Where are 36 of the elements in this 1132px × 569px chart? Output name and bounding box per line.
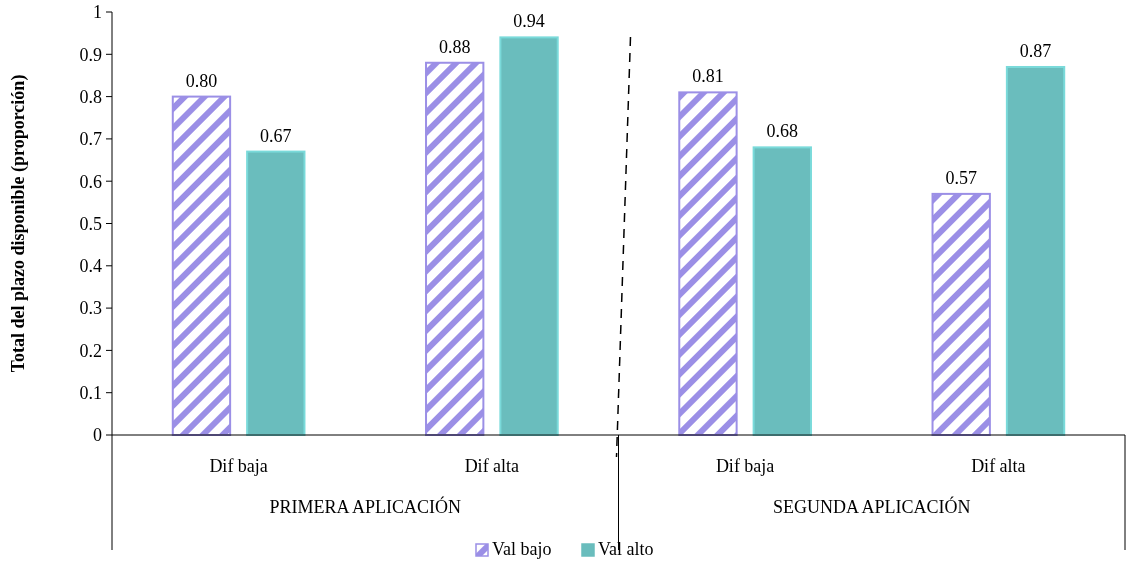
data-label: 0.87	[1019, 40, 1052, 61]
bar	[499, 36, 559, 436]
y-tick-label: 1	[93, 2, 102, 23]
data-label: 0.81	[692, 66, 724, 87]
x-tick-label: Dif baja	[715, 456, 775, 476]
data-label: 0.68	[766, 121, 799, 142]
legend-label: Val alto	[598, 539, 654, 559]
x-tick-label: Dif alta	[464, 456, 520, 476]
bar	[246, 150, 306, 436]
y-tick-label: 0.6	[79, 171, 102, 192]
bar	[678, 91, 738, 436]
bar	[1005, 65, 1066, 436]
data-label: 0.94	[513, 11, 545, 32]
bar	[752, 146, 812, 436]
y-tick-label: 0.9	[79, 44, 102, 65]
y-tick-label: 0.5	[79, 213, 102, 234]
text: SEGUNDA APLICACIÓN	[772, 496, 971, 517]
y-tick-label: 0.4	[79, 256, 102, 277]
data-label: 0.88	[438, 36, 471, 57]
x-tick-label: Dif alta	[971, 456, 1026, 476]
bar	[425, 61, 485, 436]
bar	[171, 95, 232, 436]
y-tick-label: 0.2	[79, 340, 102, 361]
y-tick-label: 0.1	[79, 383, 102, 403]
legend-label: Val bajo	[492, 539, 552, 559]
y-tick-label: 0.7	[79, 129, 102, 150]
y-tick-label: 0.3	[79, 298, 102, 319]
data-label: 0.57	[945, 167, 977, 188]
data-label: 0.67	[260, 125, 292, 146]
y-tick-label: 0	[93, 425, 102, 446]
bar	[931, 192, 991, 436]
text: PRIMERA APLICACIÓN	[269, 496, 462, 517]
y-axis-title: Total del plazo disponible (proporción)	[8, 74, 29, 373]
x-tick-label: Dif baja	[209, 456, 268, 476]
data-label: 0.80	[185, 70, 218, 91]
y-tick-label: 0.8	[79, 86, 102, 107]
